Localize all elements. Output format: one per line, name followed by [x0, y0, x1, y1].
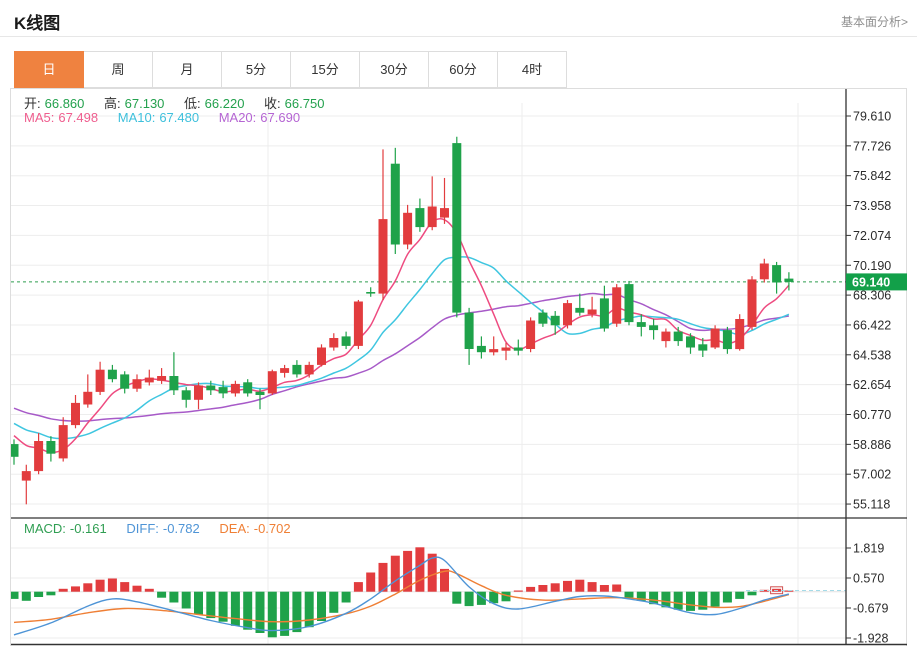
ohlc-row: 开: 66.860 高: 67.130 低: 66.220 收: 66.750 [24, 93, 328, 112]
kline-chart[interactable]: 79.610 77.726 75.842 73.958 72.074 70.190 68.3… [11, 89, 908, 646]
close-label: 收: [264, 96, 281, 111]
close-value: 66.750 [284, 96, 325, 111]
price-axis-label: 70.190 [853, 259, 891, 273]
open-value: 66.860 [44, 96, 85, 111]
ma10-value: 67.480 [159, 110, 200, 125]
macd-value: -0.161 [69, 521, 107, 536]
price-axis-label: 58.886 [853, 438, 891, 452]
ma-row: MA5: 67.498 MA10: 67.480 MA20: 67.690 [24, 110, 304, 125]
page-title: K线图 [14, 14, 61, 33]
high-value: 67.130 [124, 96, 165, 111]
ma10-label: MA10: [117, 110, 156, 125]
dea-value: -0.702 [253, 521, 291, 536]
period-tabs: 日 周 月 5分 15分 30分 60分 4时 [14, 51, 567, 88]
tab-30min[interactable]: 30分 [359, 51, 429, 88]
chart-panel: 79.610 77.726 75.842 73.958 72.074 70.190 68.3… [10, 88, 907, 646]
dea-label: DEA: [219, 521, 250, 536]
price-axis-label: 60.770 [853, 408, 891, 422]
current-price-badge [846, 273, 907, 291]
current-price-badge-text: 69.140 [852, 275, 890, 289]
tab-5min[interactable]: 5分 [221, 51, 291, 88]
price-axis-label: 72.074 [853, 229, 891, 243]
ma5-label: MA5: [24, 110, 55, 125]
macd-header-row: MACD: -0.161 DIFF: -0.782 DEA: -0.702 [24, 521, 295, 536]
header-divider [0, 36, 917, 37]
price-axis-label: 79.610 [853, 110, 891, 124]
macd-axis-label: -1.928 [853, 632, 888, 646]
tab-week[interactable]: 周 [83, 51, 153, 88]
tab-4hour[interactable]: 4时 [497, 51, 567, 88]
tab-60min[interactable]: 60分 [428, 51, 498, 88]
macd-axis-label: 0.570 [853, 572, 884, 586]
open-label: 开: [24, 96, 41, 111]
diff-label: DIFF: [126, 521, 159, 536]
price-axis-label: 64.538 [853, 348, 891, 362]
price-axis-label: 77.726 [853, 139, 891, 153]
price-axis-label: 66.422 [853, 318, 891, 332]
price-axis-label: 57.002 [853, 468, 891, 482]
price-axis-label: 55.118 [853, 498, 890, 512]
ma20-label: MA20: [218, 110, 257, 125]
tab-month[interactable]: 月 [152, 51, 222, 88]
price-axis-label: 73.958 [853, 199, 891, 213]
macd-axis-label: -0.679 [853, 602, 888, 616]
price-axis-label: 75.842 [853, 169, 891, 183]
diff-value: -0.782 [162, 521, 200, 536]
tab-15min[interactable]: 15分 [290, 51, 360, 88]
low-value: 66.220 [204, 96, 245, 111]
macd-axis-label: 1.819 [853, 542, 884, 556]
fundamental-analysis-link[interactable]: 基本面分析> [840, 15, 908, 29]
macd-label: MACD: [24, 521, 66, 536]
high-label: 高: [104, 96, 121, 111]
ma20-value: 67.690 [260, 110, 301, 125]
tab-day[interactable]: 日 [14, 51, 84, 88]
price-axis-label: 62.654 [853, 378, 891, 392]
price-axis-label: 68.306 [853, 289, 891, 303]
low-label: 低: [184, 96, 201, 111]
ma5-value: 67.498 [58, 110, 99, 125]
